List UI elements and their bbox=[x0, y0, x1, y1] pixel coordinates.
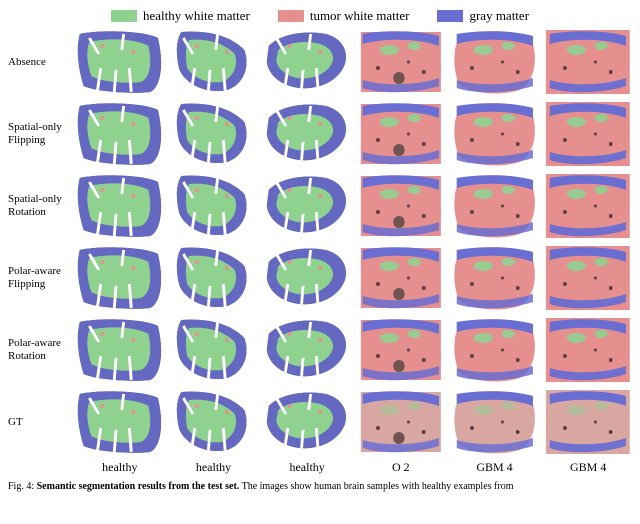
legend-swatch bbox=[437, 10, 463, 22]
row-label: Polar-aware Flipping bbox=[8, 265, 70, 290]
legend-item-healthy-wm: healthy white matter bbox=[111, 8, 250, 24]
result-grid: Absence bbox=[8, 28, 632, 456]
legend: healthy white matter tumor white matter … bbox=[8, 8, 632, 24]
grid-cell bbox=[170, 172, 258, 240]
grid-cell bbox=[170, 244, 258, 312]
grid-cell bbox=[76, 388, 164, 456]
row-label: Absence bbox=[8, 56, 70, 69]
grid-cell bbox=[544, 244, 632, 312]
grid-cell bbox=[170, 388, 258, 456]
grid-cell bbox=[451, 388, 539, 456]
grid-cell bbox=[544, 100, 632, 168]
col-label: O 2 bbox=[357, 460, 445, 475]
caption-prefix: Fig. 4: bbox=[8, 481, 37, 492]
grid-cell bbox=[357, 100, 445, 168]
grid-cell bbox=[544, 316, 632, 384]
grid-cell bbox=[544, 172, 632, 240]
grid-cell bbox=[263, 244, 351, 312]
grid-cell bbox=[357, 28, 445, 96]
column-labels-row: healthy healthy healthy O 2 GBM 4 GBM 4 bbox=[8, 460, 632, 475]
legend-label: healthy white matter bbox=[143, 8, 250, 24]
col-label: healthy bbox=[263, 460, 351, 475]
grid-cell bbox=[263, 316, 351, 384]
legend-swatch bbox=[278, 10, 304, 22]
row-label: Polar-aware Rotation bbox=[8, 337, 70, 362]
row-label: Spatial-only Flipping bbox=[8, 121, 70, 146]
grid-cell bbox=[357, 388, 445, 456]
grid-cell bbox=[451, 172, 539, 240]
caption-bold: Semantic segmentation results from the t… bbox=[37, 481, 240, 492]
legend-swatch bbox=[111, 10, 137, 22]
legend-item-tumor-wm: tumor white matter bbox=[278, 8, 410, 24]
grid-cell bbox=[263, 100, 351, 168]
figure-caption: Fig. 4: Semantic segmentation results fr… bbox=[8, 481, 632, 493]
col-label: healthy bbox=[170, 460, 258, 475]
col-label: GBM 4 bbox=[544, 460, 632, 475]
grid-cell bbox=[170, 100, 258, 168]
grid-cell bbox=[451, 244, 539, 312]
caption-rest: The images show human brain samples with… bbox=[239, 481, 513, 492]
row-label: GT bbox=[8, 416, 70, 429]
grid-cell bbox=[76, 316, 164, 384]
grid-cell bbox=[357, 172, 445, 240]
grid-cell bbox=[76, 28, 164, 96]
grid-cell bbox=[544, 28, 632, 96]
grid-cell bbox=[76, 172, 164, 240]
legend-item-gray: gray matter bbox=[437, 8, 529, 24]
col-label: GBM 4 bbox=[451, 460, 539, 475]
legend-label: gray matter bbox=[469, 8, 529, 24]
grid-cell bbox=[544, 388, 632, 456]
grid-cell bbox=[263, 172, 351, 240]
grid-cell bbox=[263, 28, 351, 96]
grid-cell bbox=[357, 316, 445, 384]
row-label: Spatial-only Rotation bbox=[8, 193, 70, 218]
grid-cell bbox=[170, 316, 258, 384]
grid-cell bbox=[76, 244, 164, 312]
grid-cell bbox=[451, 28, 539, 96]
grid-cell bbox=[451, 100, 539, 168]
grid-cell bbox=[357, 244, 445, 312]
col-label: healthy bbox=[76, 460, 164, 475]
grid-cell bbox=[263, 388, 351, 456]
grid-cell bbox=[451, 316, 539, 384]
grid-cell bbox=[76, 100, 164, 168]
legend-label: tumor white matter bbox=[310, 8, 410, 24]
grid-cell bbox=[170, 28, 258, 96]
